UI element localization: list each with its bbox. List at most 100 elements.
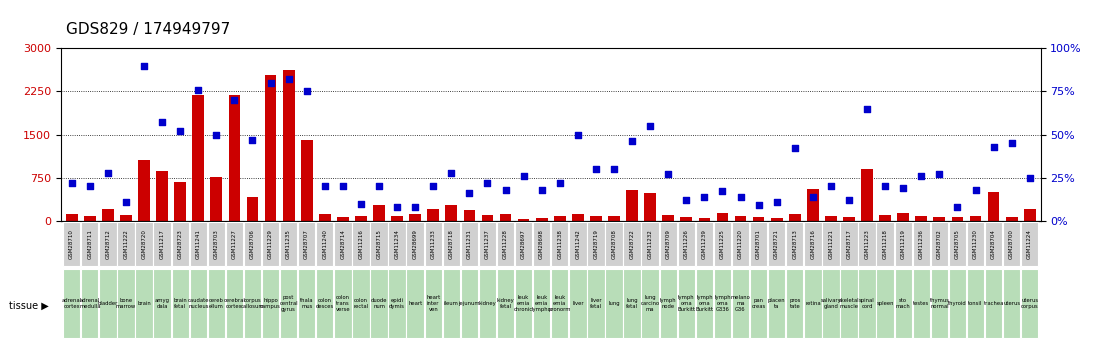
Text: lung: lung (608, 301, 620, 306)
Text: GSM11217: GSM11217 (159, 229, 165, 259)
Bar (627, 190, 638, 221)
Bar (102, 209, 114, 221)
FancyBboxPatch shape (189, 269, 207, 338)
FancyBboxPatch shape (641, 222, 659, 266)
Text: lymph
oma
Burkitt: lymph oma Burkitt (695, 295, 713, 312)
Point (443, 170, 461, 175)
Text: GSM28710: GSM28710 (70, 229, 74, 259)
Text: GSM11225: GSM11225 (720, 229, 725, 259)
Bar (156, 171, 168, 221)
FancyBboxPatch shape (1003, 222, 1021, 266)
Point (298, 89, 315, 94)
Bar (120, 215, 132, 221)
FancyBboxPatch shape (606, 269, 622, 338)
Text: liver
fetal: liver fetal (590, 298, 602, 309)
FancyBboxPatch shape (135, 269, 153, 338)
Text: lymph
node: lymph node (660, 298, 676, 309)
Text: GSM11216: GSM11216 (359, 229, 363, 259)
Text: GSM28711: GSM28711 (87, 229, 92, 259)
Point (912, 173, 930, 179)
Text: GSM11224: GSM11224 (1027, 229, 1032, 259)
Text: GSM28715: GSM28715 (376, 229, 382, 259)
Point (406, 204, 424, 210)
Point (389, 204, 406, 210)
FancyBboxPatch shape (532, 222, 550, 266)
FancyBboxPatch shape (515, 269, 532, 338)
Text: GSM28705: GSM28705 (955, 229, 960, 259)
Text: lung
carcino
ma: lung carcino ma (641, 295, 660, 312)
FancyBboxPatch shape (352, 269, 370, 338)
FancyBboxPatch shape (1021, 222, 1038, 266)
Text: spinal
cord: spinal cord (859, 298, 875, 309)
Text: GSM28709: GSM28709 (665, 229, 671, 259)
Bar (716, 213, 728, 221)
FancyBboxPatch shape (823, 222, 839, 266)
Bar (662, 215, 674, 221)
FancyBboxPatch shape (63, 269, 81, 338)
Point (226, 97, 244, 103)
Text: GSM11241: GSM11241 (196, 229, 200, 259)
Point (749, 203, 767, 208)
Bar (898, 213, 909, 221)
FancyBboxPatch shape (1003, 269, 1021, 338)
Text: GSM11237: GSM11237 (485, 229, 490, 259)
Bar (355, 216, 366, 221)
Point (677, 197, 695, 203)
FancyBboxPatch shape (208, 222, 225, 266)
Text: GSM11218: GSM11218 (882, 229, 888, 259)
Text: leuk
emia
chronic: leuk emia chronic (514, 295, 534, 312)
FancyBboxPatch shape (371, 269, 387, 338)
FancyBboxPatch shape (714, 269, 731, 338)
Text: leuk
emia
lympho: leuk emia lympho (531, 295, 551, 312)
Text: caudate
nucleus: caudate nucleus (187, 298, 209, 309)
Point (931, 171, 949, 177)
Text: GSM28706: GSM28706 (250, 229, 255, 259)
Text: GSM28698: GSM28698 (539, 229, 545, 259)
FancyBboxPatch shape (623, 269, 641, 338)
Text: melano
ma
G36: melano ma G36 (731, 295, 751, 312)
FancyBboxPatch shape (226, 222, 244, 266)
Bar (987, 192, 1000, 221)
Text: GSM28713: GSM28713 (793, 229, 797, 259)
Bar (915, 216, 928, 221)
FancyBboxPatch shape (135, 222, 153, 266)
Point (966, 187, 984, 193)
FancyBboxPatch shape (804, 222, 821, 266)
FancyBboxPatch shape (100, 269, 116, 338)
Text: GSM28712: GSM28712 (105, 229, 111, 259)
Text: retina: retina (805, 301, 820, 306)
Text: adrenal
medulla: adrenal medulla (79, 298, 101, 309)
FancyBboxPatch shape (317, 269, 333, 338)
FancyBboxPatch shape (352, 222, 370, 266)
Point (244, 137, 261, 142)
FancyBboxPatch shape (280, 222, 298, 266)
FancyBboxPatch shape (532, 269, 550, 338)
FancyBboxPatch shape (334, 222, 352, 266)
FancyBboxPatch shape (749, 269, 767, 338)
Point (135, 63, 153, 68)
Bar (970, 216, 982, 221)
Bar (265, 75, 277, 221)
Text: lymph
oma
Burkitt: lymph oma Burkitt (677, 295, 695, 312)
Text: bladder: bladder (97, 301, 118, 306)
Point (334, 184, 352, 189)
Text: brain: brain (137, 301, 151, 306)
FancyBboxPatch shape (695, 222, 713, 266)
Point (894, 185, 912, 191)
Text: colon
rectal: colon rectal (353, 298, 369, 309)
Text: GSM11232: GSM11232 (648, 229, 653, 259)
FancyBboxPatch shape (786, 222, 804, 266)
Bar (373, 205, 385, 221)
Bar (193, 95, 204, 221)
Text: cerebral
cortex: cerebral cortex (224, 298, 246, 309)
Text: adrenal
cortex: adrenal cortex (62, 298, 82, 309)
Point (515, 173, 532, 179)
FancyBboxPatch shape (461, 269, 478, 338)
Text: GSM11227: GSM11227 (231, 229, 237, 259)
Point (461, 190, 478, 196)
Point (823, 184, 840, 189)
Text: colon
trans
verse: colon trans verse (335, 295, 350, 312)
FancyBboxPatch shape (749, 222, 767, 266)
FancyBboxPatch shape (786, 269, 804, 338)
FancyBboxPatch shape (732, 269, 749, 338)
